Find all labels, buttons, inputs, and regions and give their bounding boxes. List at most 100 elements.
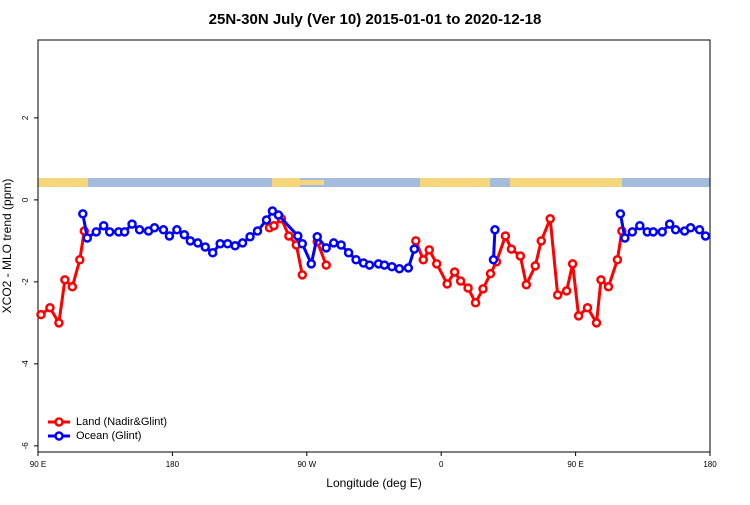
data-point <box>530 261 541 271</box>
x-tick-label: 0 <box>439 460 444 469</box>
data-point <box>478 284 488 294</box>
data-point <box>442 279 452 289</box>
data-point <box>379 260 390 270</box>
data-point <box>536 236 547 246</box>
data-point <box>603 282 614 292</box>
data-point <box>104 227 115 237</box>
data-point <box>431 259 442 269</box>
data-point <box>521 279 532 290</box>
plot-frame <box>37 39 711 453</box>
data-point <box>573 311 584 321</box>
y-tick-label: -2 <box>21 278 30 286</box>
data-point <box>561 286 572 296</box>
data-point <box>343 248 354 258</box>
data-point <box>620 233 630 243</box>
data-point <box>591 318 602 328</box>
y-tick-label: -6 <box>21 442 30 450</box>
data-point <box>67 282 78 292</box>
data-point <box>500 231 511 241</box>
data-point <box>75 254 85 265</box>
data-point <box>506 244 517 254</box>
data-point <box>134 225 145 235</box>
x-axis-label: Longitude (deg E) <box>326 476 421 490</box>
data-point <box>200 242 211 252</box>
data-point <box>567 259 578 269</box>
data-point <box>36 309 46 320</box>
data-point <box>207 248 218 258</box>
chart-title: 25N-30N July (Ver 10) 2015-01-01 to 2020… <box>209 11 542 28</box>
legend-label: Land (Nadir&Glint) <box>76 416 167 428</box>
data-point <box>119 227 130 237</box>
data-point <box>45 302 55 313</box>
data-point <box>615 209 626 219</box>
data-point <box>328 238 339 248</box>
data-point <box>490 225 500 235</box>
data-point <box>261 215 272 225</box>
data-point <box>245 232 255 242</box>
data-point <box>222 238 233 249</box>
legend-marker <box>54 417 64 427</box>
data-point <box>297 270 308 280</box>
data-point <box>164 231 175 241</box>
data-point <box>364 260 375 270</box>
data-point <box>648 227 659 237</box>
data-point <box>185 236 196 246</box>
data-point <box>485 268 496 279</box>
y-axis-label: XCO2 - MLO trend (ppm) <box>0 179 14 314</box>
data-point <box>694 225 705 235</box>
data-point <box>54 318 64 328</box>
data-point <box>127 219 137 229</box>
data-point <box>215 238 225 249</box>
x-tick-label: 90 E <box>30 460 46 469</box>
data-point <box>488 254 499 265</box>
data-point <box>664 219 675 229</box>
data-point <box>179 229 190 240</box>
x-tick-label: 180 <box>166 460 180 469</box>
data-point <box>273 210 284 220</box>
data-point <box>394 264 405 274</box>
data-point <box>60 275 70 285</box>
data-point <box>98 220 109 231</box>
data-point <box>627 227 638 237</box>
data-point <box>418 254 429 265</box>
data-point <box>409 244 420 254</box>
data-point <box>515 251 526 261</box>
data-point <box>297 238 308 249</box>
data-point <box>306 259 317 269</box>
x-tick-label: 90 W <box>297 460 316 469</box>
legend-marker <box>54 431 64 441</box>
data-point <box>387 261 397 272</box>
data-point <box>351 254 361 265</box>
data-point <box>670 225 681 235</box>
data-point <box>193 238 203 248</box>
data-point <box>424 245 435 255</box>
x-tick-label: 90 E <box>567 460 583 469</box>
data-point <box>293 231 303 241</box>
data-point <box>82 233 93 243</box>
data-point <box>237 238 248 248</box>
data-point <box>312 232 323 242</box>
data-point <box>284 231 294 241</box>
y-tick-label: 2 <box>21 115 30 120</box>
data-point <box>463 283 473 293</box>
data-point <box>78 209 88 219</box>
data-point <box>552 290 563 300</box>
data-point <box>582 302 593 313</box>
y-tick-label: -4 <box>21 360 30 368</box>
data-point <box>449 267 460 277</box>
data-point <box>321 243 331 253</box>
legend-label: Ocean (Glint) <box>76 430 141 442</box>
y-tick-label: 0 <box>21 197 30 202</box>
data-point <box>657 227 667 237</box>
series-line <box>491 229 497 260</box>
data-point <box>612 254 623 265</box>
data-point <box>470 298 481 308</box>
data-point <box>336 240 346 250</box>
data-point <box>455 276 466 286</box>
data-point <box>403 263 414 273</box>
data-point <box>172 225 182 235</box>
data-point <box>321 260 331 270</box>
data-point <box>545 213 555 224</box>
data-point <box>91 227 101 237</box>
